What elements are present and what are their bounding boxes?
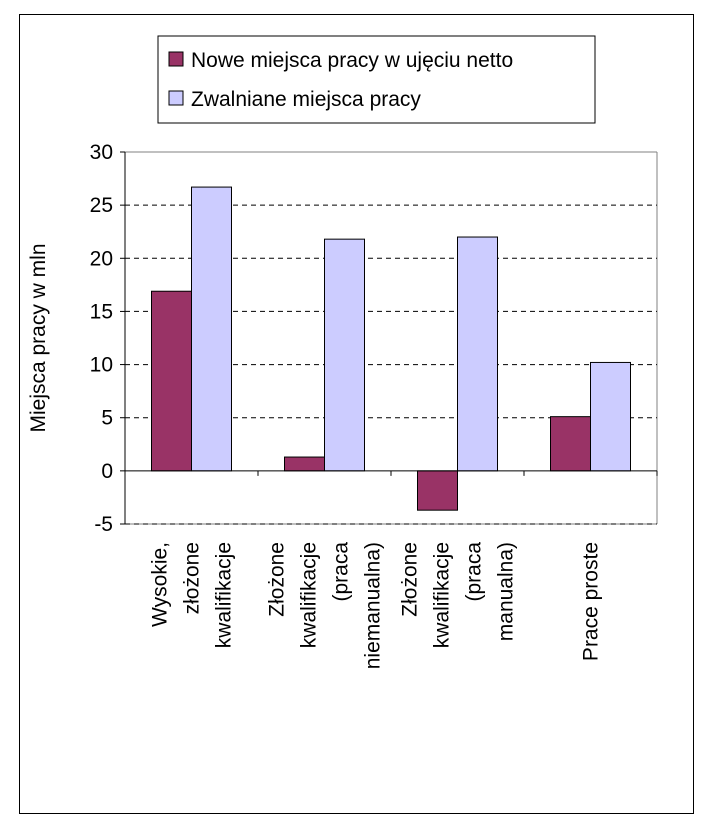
y-tick-label: 25 — [90, 194, 113, 217]
x-tick-label: kwalifikacje — [298, 542, 321, 648]
legend-label: Zwalniane miejsca pracy — [191, 88, 421, 111]
bar — [590, 361, 631, 472]
y-tick-label: 5 — [101, 407, 113, 430]
y-tick-label: 15 — [90, 300, 113, 323]
bar — [151, 290, 192, 472]
x-tick-labels: Wysokie, złożone kwalifikacje Złożone kwalif… — [149, 542, 603, 670]
bar — [284, 456, 325, 472]
legend-label: Nowe miejsca pracy w ujęciu netto — [191, 49, 513, 72]
axes — [120, 151, 658, 525]
bar — [457, 236, 498, 472]
bar — [550, 416, 591, 472]
x-tick-label: Złożone — [266, 542, 289, 617]
y-tick-label: 20 — [90, 247, 113, 270]
x-tick-label: kwalifikacje — [431, 542, 454, 648]
x-tick-label: złożone — [181, 542, 204, 614]
bar — [417, 470, 458, 511]
gridlines — [125, 204, 657, 525]
legend: Nowe miejsca pracy w ujęciu netto Zwalnia… — [168, 49, 513, 111]
x-tick-label: manualna) — [495, 542, 518, 641]
bar — [324, 238, 365, 472]
legend-swatch — [168, 51, 184, 67]
x-tick-label: (praca — [330, 542, 353, 602]
x-tick-label: Złożone — [399, 542, 422, 617]
legend-box — [157, 35, 596, 124]
bar — [191, 186, 232, 472]
y-tick-labels: -5 0 5 10 15 20 25 30 — [90, 141, 113, 536]
y-tick-label: -5 — [94, 513, 113, 536]
x-tick-label: Prace proste — [580, 542, 603, 661]
y-tick-label: 30 — [90, 141, 113, 164]
x-tick-label: (praca — [463, 542, 486, 602]
y-axis-label: Miejsca pracy w mln — [27, 243, 50, 432]
y-tick-label: 10 — [90, 354, 113, 377]
x-tick-label: kwalifikacje — [213, 542, 236, 648]
x-tick-label: Wysokie, — [149, 542, 172, 627]
legend-swatch — [168, 90, 184, 106]
bar-chart: Nowe miejsca pracy w ujęciu netto Zwalnia… — [27, 35, 658, 670]
y-tick-label: 0 — [101, 460, 113, 483]
bars — [151, 186, 631, 511]
x-tick-label: niemanualna) — [362, 542, 385, 669]
